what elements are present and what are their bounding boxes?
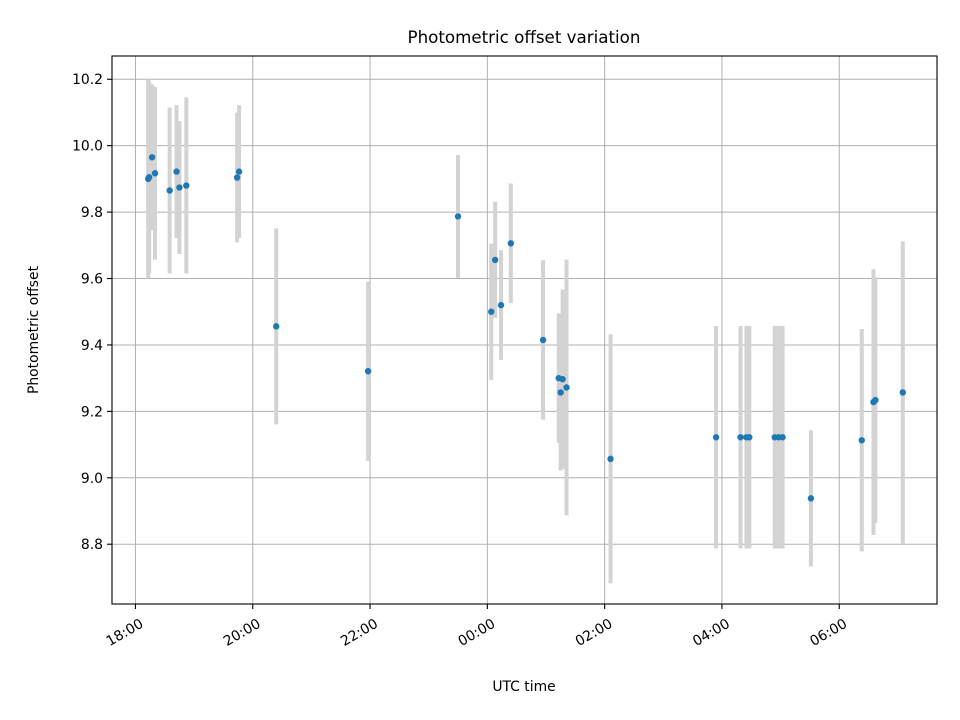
y-tick-label: 9.0 xyxy=(81,471,103,487)
data-points xyxy=(144,154,906,502)
x-tick-label: 06:00 xyxy=(807,616,850,650)
y-axis-label: Photometric offset xyxy=(26,265,42,394)
x-axis-ticks: 18:00 20:00 22:00 00:00 02:00 04:00 06:00 xyxy=(104,604,850,650)
data-point xyxy=(364,367,372,375)
data-point xyxy=(491,256,499,264)
y-tick-label: 8.8 xyxy=(81,537,103,553)
data-point xyxy=(488,308,495,315)
x-tick-label: 18:00 xyxy=(104,616,147,650)
x-tick-label: 20:00 xyxy=(221,616,264,650)
data-point xyxy=(233,174,241,181)
data-point xyxy=(173,168,180,175)
data-point xyxy=(235,168,243,175)
data-point xyxy=(559,375,566,383)
plot-frame xyxy=(111,55,938,605)
y-axis-ticks: 8.8 9.0 9.2 9.4 9.6 9.8 10.0 10.2 xyxy=(72,72,112,553)
data-point xyxy=(151,170,159,177)
data-point xyxy=(779,434,786,441)
data-point xyxy=(148,154,156,161)
data-point xyxy=(166,187,173,194)
data-point xyxy=(176,184,183,191)
data-point xyxy=(497,301,505,309)
y-tick-label: 9.6 xyxy=(81,272,103,288)
x-tick-label: 04:00 xyxy=(690,616,733,650)
chart-title: Photometric offset variation xyxy=(408,27,641,47)
data-point xyxy=(607,455,614,463)
data-point xyxy=(454,213,462,220)
grid-lines xyxy=(112,56,937,604)
data-point xyxy=(145,174,153,181)
y-tick-label: 9.4 xyxy=(81,338,103,354)
x-tick-label: 02:00 xyxy=(573,616,616,650)
x-tick-label: 00:00 xyxy=(455,616,498,650)
data-point xyxy=(183,182,190,189)
y-tick-label: 10.2 xyxy=(72,72,103,88)
data-point xyxy=(746,434,753,441)
data-point xyxy=(807,495,815,502)
data-point xyxy=(273,323,280,330)
data-point xyxy=(737,434,744,441)
data-point xyxy=(507,240,515,247)
x-tick-label: 22:00 xyxy=(338,616,381,650)
data-point xyxy=(712,434,720,441)
data-point xyxy=(557,389,564,396)
data-point xyxy=(539,336,547,344)
data-point xyxy=(858,437,865,444)
y-tick-label: 10.0 xyxy=(72,139,103,155)
data-point xyxy=(899,389,906,396)
data-point xyxy=(872,396,879,404)
x-axis-label: UTC time xyxy=(492,679,555,695)
y-tick-label: 9.8 xyxy=(81,205,103,221)
error-bars xyxy=(146,79,905,584)
y-tick-label: 9.2 xyxy=(81,404,103,420)
data-point xyxy=(563,384,570,391)
